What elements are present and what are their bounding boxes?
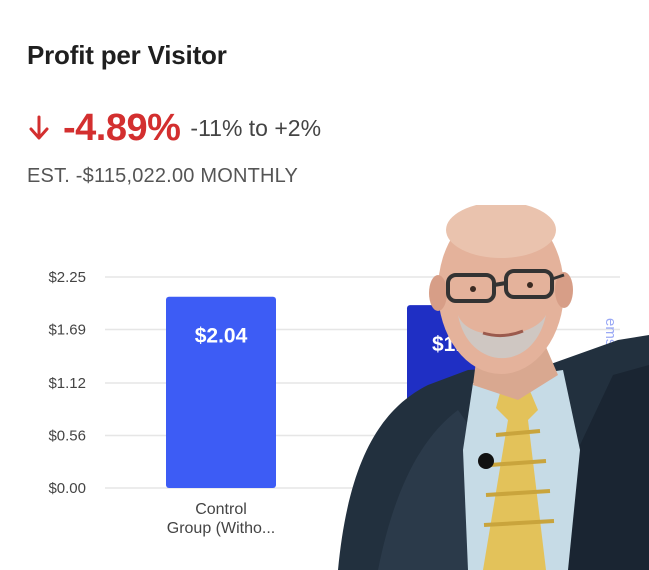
y-axis-ticks: $2.25 $1.69 $1.12 $0.56 $0.00	[48, 269, 86, 497]
partial-legend-text: ems	[602, 318, 619, 346]
arrow-down-icon	[29, 115, 49, 140]
y-tick-label: $0.56	[48, 427, 86, 444]
metric-row: -4.89% -11% to +2%	[27, 104, 321, 152]
bar[interactable]	[166, 296, 276, 488]
x-tick-label: Control Group (Witho...	[167, 501, 275, 537]
bar-value-label: $2.04	[195, 325, 248, 348]
y-tick-label: $1.12	[48, 375, 86, 392]
person-photo-icon	[338, 205, 649, 570]
x-axis-ticks: Control Group (Witho...	[167, 501, 275, 537]
y-tick-label: $2.25	[48, 269, 86, 286]
chart-title: Profit per Visitor	[27, 40, 227, 70]
y-tick-label: $0.00	[48, 480, 86, 497]
y-tick-label: $1.69	[48, 322, 86, 339]
confidence-range: -11% to +2%	[190, 114, 322, 141]
change-value: -4.89%	[63, 106, 181, 149]
monthly-estimate: EST. -$115,022.00 MONTHLY	[27, 165, 299, 187]
